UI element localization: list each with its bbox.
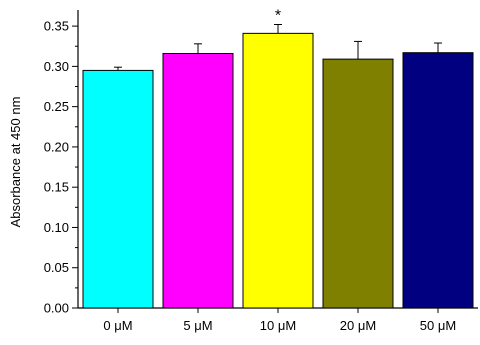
y-tick-label: 0.20 [44,139,69,154]
bar [402,52,474,309]
x-tick-label: 0 μM [103,318,132,333]
y-tick-label: 0.00 [44,301,69,316]
x-tick-label: 50 μM [420,318,456,333]
bar [322,58,394,309]
bar [162,52,234,309]
x-tick-label: 10 μM [260,318,296,333]
y-tick-label: 0.30 [44,59,69,74]
x-tick-label: 5 μM [183,318,212,333]
significance-annotation: * [275,7,281,24]
y-axis-label: Absorbance at 450 nm [8,97,23,228]
y-tick-label: 0.05 [44,260,69,275]
y-tick-label: 0.35 [44,19,69,34]
bar [82,69,154,309]
x-tick-label: 20 μM [340,318,376,333]
bar [242,32,314,309]
plot-area: 0.00 0.05 0.10 0.15 0.20 0.25 0.30 0.35 0 μM 5 μM… [44,7,478,333]
y-tick-label: 0.15 [44,180,69,195]
y-tick-label: 0.25 [44,99,69,114]
y-tick-label: 0.10 [44,220,69,235]
